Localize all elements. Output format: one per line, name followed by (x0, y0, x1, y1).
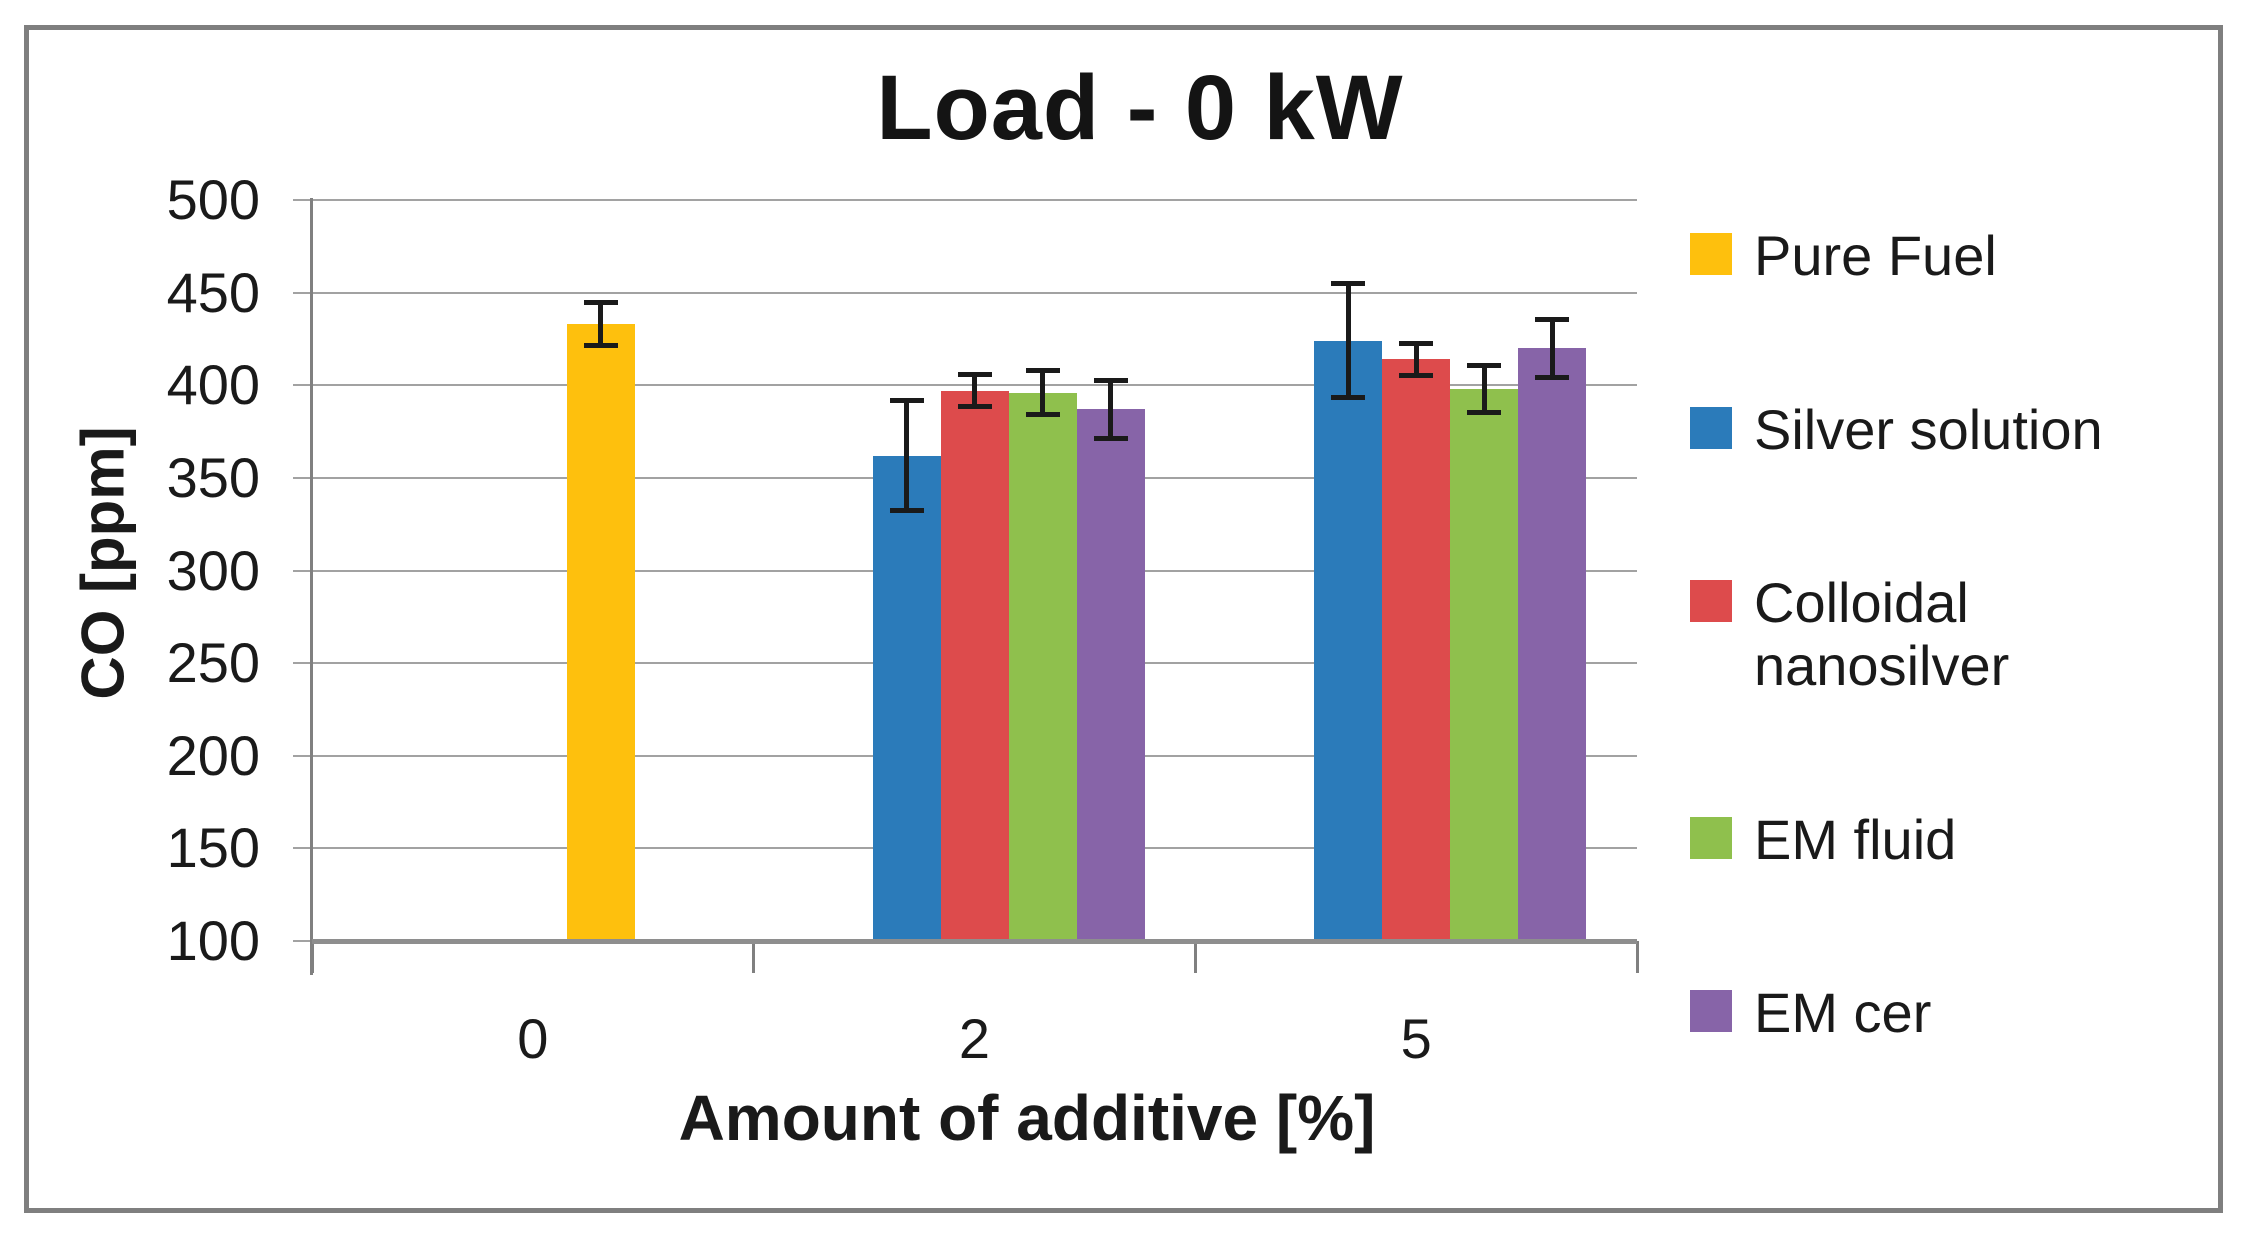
legend-item-colloidal-nanosilver: Colloidal nanosilver (1690, 571, 2180, 697)
error-bar-em-cer-at-5-cap-bottom (1535, 374, 1570, 380)
error-bar-colloidal-nanosilver-at-5-cap-bottom (1399, 372, 1434, 378)
x-axis-tick-3 (1635, 941, 1639, 973)
x-tick-label-0: 0 (517, 1007, 549, 1070)
error-bar-colloidal-nanosilver-at-5-cap-top (1399, 340, 1434, 346)
x-axis-tick-1 (752, 941, 756, 973)
legend-item-em-fluid: EM fluid (1690, 807, 2180, 872)
error-bar-em-cer-at-2-cap-top (1093, 377, 1128, 383)
x-axis-tick-0 (310, 941, 314, 973)
legend-item-pure-fuel: Pure Fuel (1690, 224, 2180, 288)
error-bar-pure-fuel-at-0-cap-top (583, 299, 618, 305)
legend-item-em-cer: EM cer (1690, 982, 2180, 1045)
legend-swatch-icon (1690, 816, 1732, 859)
y-tick-label-350: 350 (166, 445, 260, 509)
error-bar-em-fluid-at-5-cap-bottom (1467, 410, 1502, 416)
legend-swatch-icon (1690, 580, 1732, 623)
error-bar-em-cer-at-5-stem (1549, 318, 1555, 378)
legend-label: Pure Fuel (1754, 224, 1997, 287)
chart-title: Load - 0 kW (876, 57, 1404, 159)
y-axis-line (310, 198, 313, 975)
bar-colloidal-nanosilver-at-5 (1382, 359, 1451, 941)
gridline-450 (293, 291, 1637, 294)
gridline-500 (293, 199, 1637, 201)
x-axis-line (312, 938, 1637, 944)
error-bar-pure-fuel-at-0-cap-bottom (583, 343, 618, 349)
y-tick-label-200: 200 (166, 723, 260, 787)
bar-em-fluid-at-5 (1450, 388, 1519, 941)
y-tick-label-250: 250 (166, 631, 260, 695)
error-bar-silver-solution-at-2-cap-top (889, 398, 924, 404)
y-tick-label-300: 300 (166, 538, 260, 602)
y-tick-label-150: 150 (166, 816, 260, 880)
error-bar-em-cer-at-2-cap-bottom (1093, 435, 1128, 441)
error-bar-em-fluid-at-2-stem (1040, 370, 1045, 415)
error-bar-colloidal-nanosilver-at-2-stem (972, 374, 977, 408)
error-bar-silver-solution-at-5-stem (1345, 283, 1351, 399)
legend-label: EM cer (1754, 981, 1932, 1045)
error-bar-em-fluid-at-2-cap-bottom (1025, 411, 1060, 417)
bar-em-cer-at-5 (1518, 348, 1587, 941)
error-bar-silver-solution-at-5-cap-bottom (1331, 395, 1366, 401)
legend-swatch-icon (1690, 233, 1732, 275)
x-axis-tick-2 (1193, 941, 1197, 973)
legend-swatch-icon (1690, 990, 1732, 1033)
bar-silver-solution-at-5 (1314, 340, 1383, 941)
error-bar-pure-fuel-at-0-stem (598, 301, 604, 347)
error-bar-colloidal-nanosilver-at-5-stem (1413, 342, 1419, 376)
y-axis-title: CO [ppm] (69, 426, 137, 700)
legend-label: EM fluid (1754, 807, 1957, 871)
legend: Pure Fuel Silver solution Colloidal nanosi… (1690, 224, 2180, 1045)
error-bar-em-fluid-at-5-cap-top (1467, 362, 1502, 368)
error-bar-em-cer-at-2-stem (1108, 379, 1113, 439)
legend-swatch-icon (1690, 406, 1732, 449)
legend-label: Silver solution (1754, 397, 2103, 461)
x-axis-title: Amount of additive [%] (678, 1082, 1376, 1154)
y-tick-label-400: 400 (166, 353, 260, 417)
error-bar-colloidal-nanosilver-at-2-cap-bottom (957, 404, 992, 410)
error-bar-silver-solution-at-2-stem (904, 400, 909, 512)
legend-item-silver-solution: Silver solution (1690, 397, 2180, 462)
error-bar-em-cer-at-5-cap-top (1535, 316, 1570, 322)
error-bar-em-fluid-at-2-cap-top (1025, 368, 1060, 374)
bar-em-fluid-at-2 (1008, 392, 1077, 941)
error-bar-em-fluid-at-5-stem (1481, 364, 1487, 414)
bar-colloidal-nanosilver-at-2 (940, 390, 1009, 941)
error-bar-colloidal-nanosilver-at-2-cap-top (957, 372, 992, 378)
x-tick-label-2: 2 (958, 1007, 991, 1070)
gridline-400 (293, 384, 1637, 387)
error-bar-silver-solution-at-2-cap-bottom (889, 508, 924, 514)
bar-em-cer-at-2 (1076, 409, 1145, 941)
bar-silver-solution-at-2 (872, 455, 941, 941)
legend-label: Colloidal nanosilver (1754, 571, 2010, 697)
x-tick-label-5: 5 (1400, 1007, 1432, 1070)
y-tick-label-450: 450 (166, 260, 260, 324)
y-tick-label-500: 500 (166, 168, 260, 231)
y-tick-label-100: 100 (166, 909, 260, 972)
error-bar-silver-solution-at-5-cap-top (1331, 281, 1366, 287)
bar-pure-fuel-at-0 (566, 324, 635, 941)
